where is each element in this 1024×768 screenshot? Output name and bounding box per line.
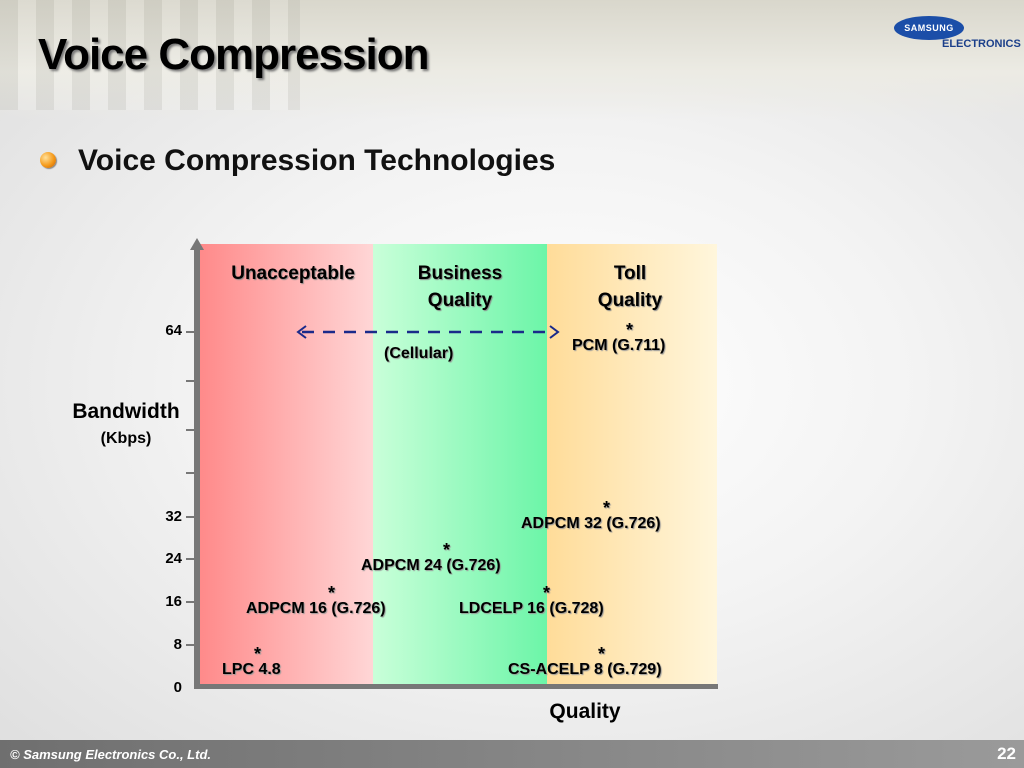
data-point-star: *	[328, 583, 336, 603]
y-tick	[186, 516, 196, 518]
y-tick-label-16: 16	[165, 593, 182, 610]
band-label-toll-quality: Toll Quality	[597, 263, 663, 311]
codec-label-lpc-4-8: LPC 4.8	[222, 661, 281, 678]
codec-label-adpcm-32: ADPCM 32 (G.726)	[521, 515, 661, 532]
y-tick	[186, 429, 196, 431]
cellular-label: (Cellular)	[384, 345, 454, 362]
slide-subtitle: Voice Compression Technologies	[78, 144, 556, 177]
data-point-star: *	[626, 320, 634, 340]
footer-bar	[0, 740, 1024, 768]
y-axis-label: Bandwidth	[72, 400, 180, 423]
y-tick-label-0: 0	[173, 679, 182, 696]
data-point-star: *	[443, 540, 451, 560]
codec-label-adpcm-16: ADPCM 16 (G.726)	[246, 600, 386, 617]
codec-label-adpcm-24: ADPCM 24 (G.726)	[361, 557, 501, 574]
y-tick-label-32: 32	[165, 508, 182, 525]
band-toll-quality	[547, 244, 717, 684]
band-unacceptable	[200, 244, 373, 684]
data-point-star: *	[603, 498, 611, 518]
cellular-range-arrow	[296, 325, 560, 339]
y-tick	[186, 472, 196, 474]
y-tick	[186, 644, 196, 646]
y-tick-label-24: 24	[165, 550, 182, 567]
data-point-star: *	[254, 644, 262, 664]
y-tick-label-8: 8	[173, 636, 182, 653]
y-tick	[186, 331, 196, 333]
x-axis	[194, 684, 718, 689]
page-number: 22	[997, 744, 1016, 763]
data-point-star: *	[598, 644, 606, 664]
samsung-logo: SAMSUNG ELECTRONICS	[890, 16, 1021, 52]
logo-subtext: ELECTRONICS	[942, 38, 1021, 50]
x-axis-label: Quality	[549, 700, 621, 723]
data-point-star: *	[543, 583, 551, 603]
y-axis-unit: (Kbps)	[100, 430, 152, 447]
y-tick	[186, 558, 196, 560]
header-background	[0, 0, 1024, 120]
network-equipment-image	[0, 0, 300, 110]
y-tick	[186, 380, 196, 382]
y-axis	[194, 248, 200, 688]
copyright-text: © Samsung Electronics Co., Ltd.	[10, 747, 211, 762]
codec-label-pcm-g711: PCM (G.711)	[572, 337, 666, 354]
slide-title: Voice Compression	[38, 30, 430, 79]
logo-wordmark: SAMSUNG	[894, 16, 964, 40]
band-business-quality	[373, 244, 547, 684]
y-axis-arrow-icon	[190, 238, 204, 250]
codec-label-ldcelp-16: LDCELP 16 (G.728)	[459, 600, 604, 617]
y-tick	[186, 601, 196, 603]
bullet-icon	[40, 152, 56, 168]
codec-label-cs-acelp-8: CS-ACELP 8 (G.729)	[508, 661, 662, 678]
y-tick-label-64: 64	[165, 322, 182, 339]
band-label-unacceptable: Unacceptable	[231, 263, 355, 284]
band-label-business-quality: Business Quality	[417, 263, 503, 311]
